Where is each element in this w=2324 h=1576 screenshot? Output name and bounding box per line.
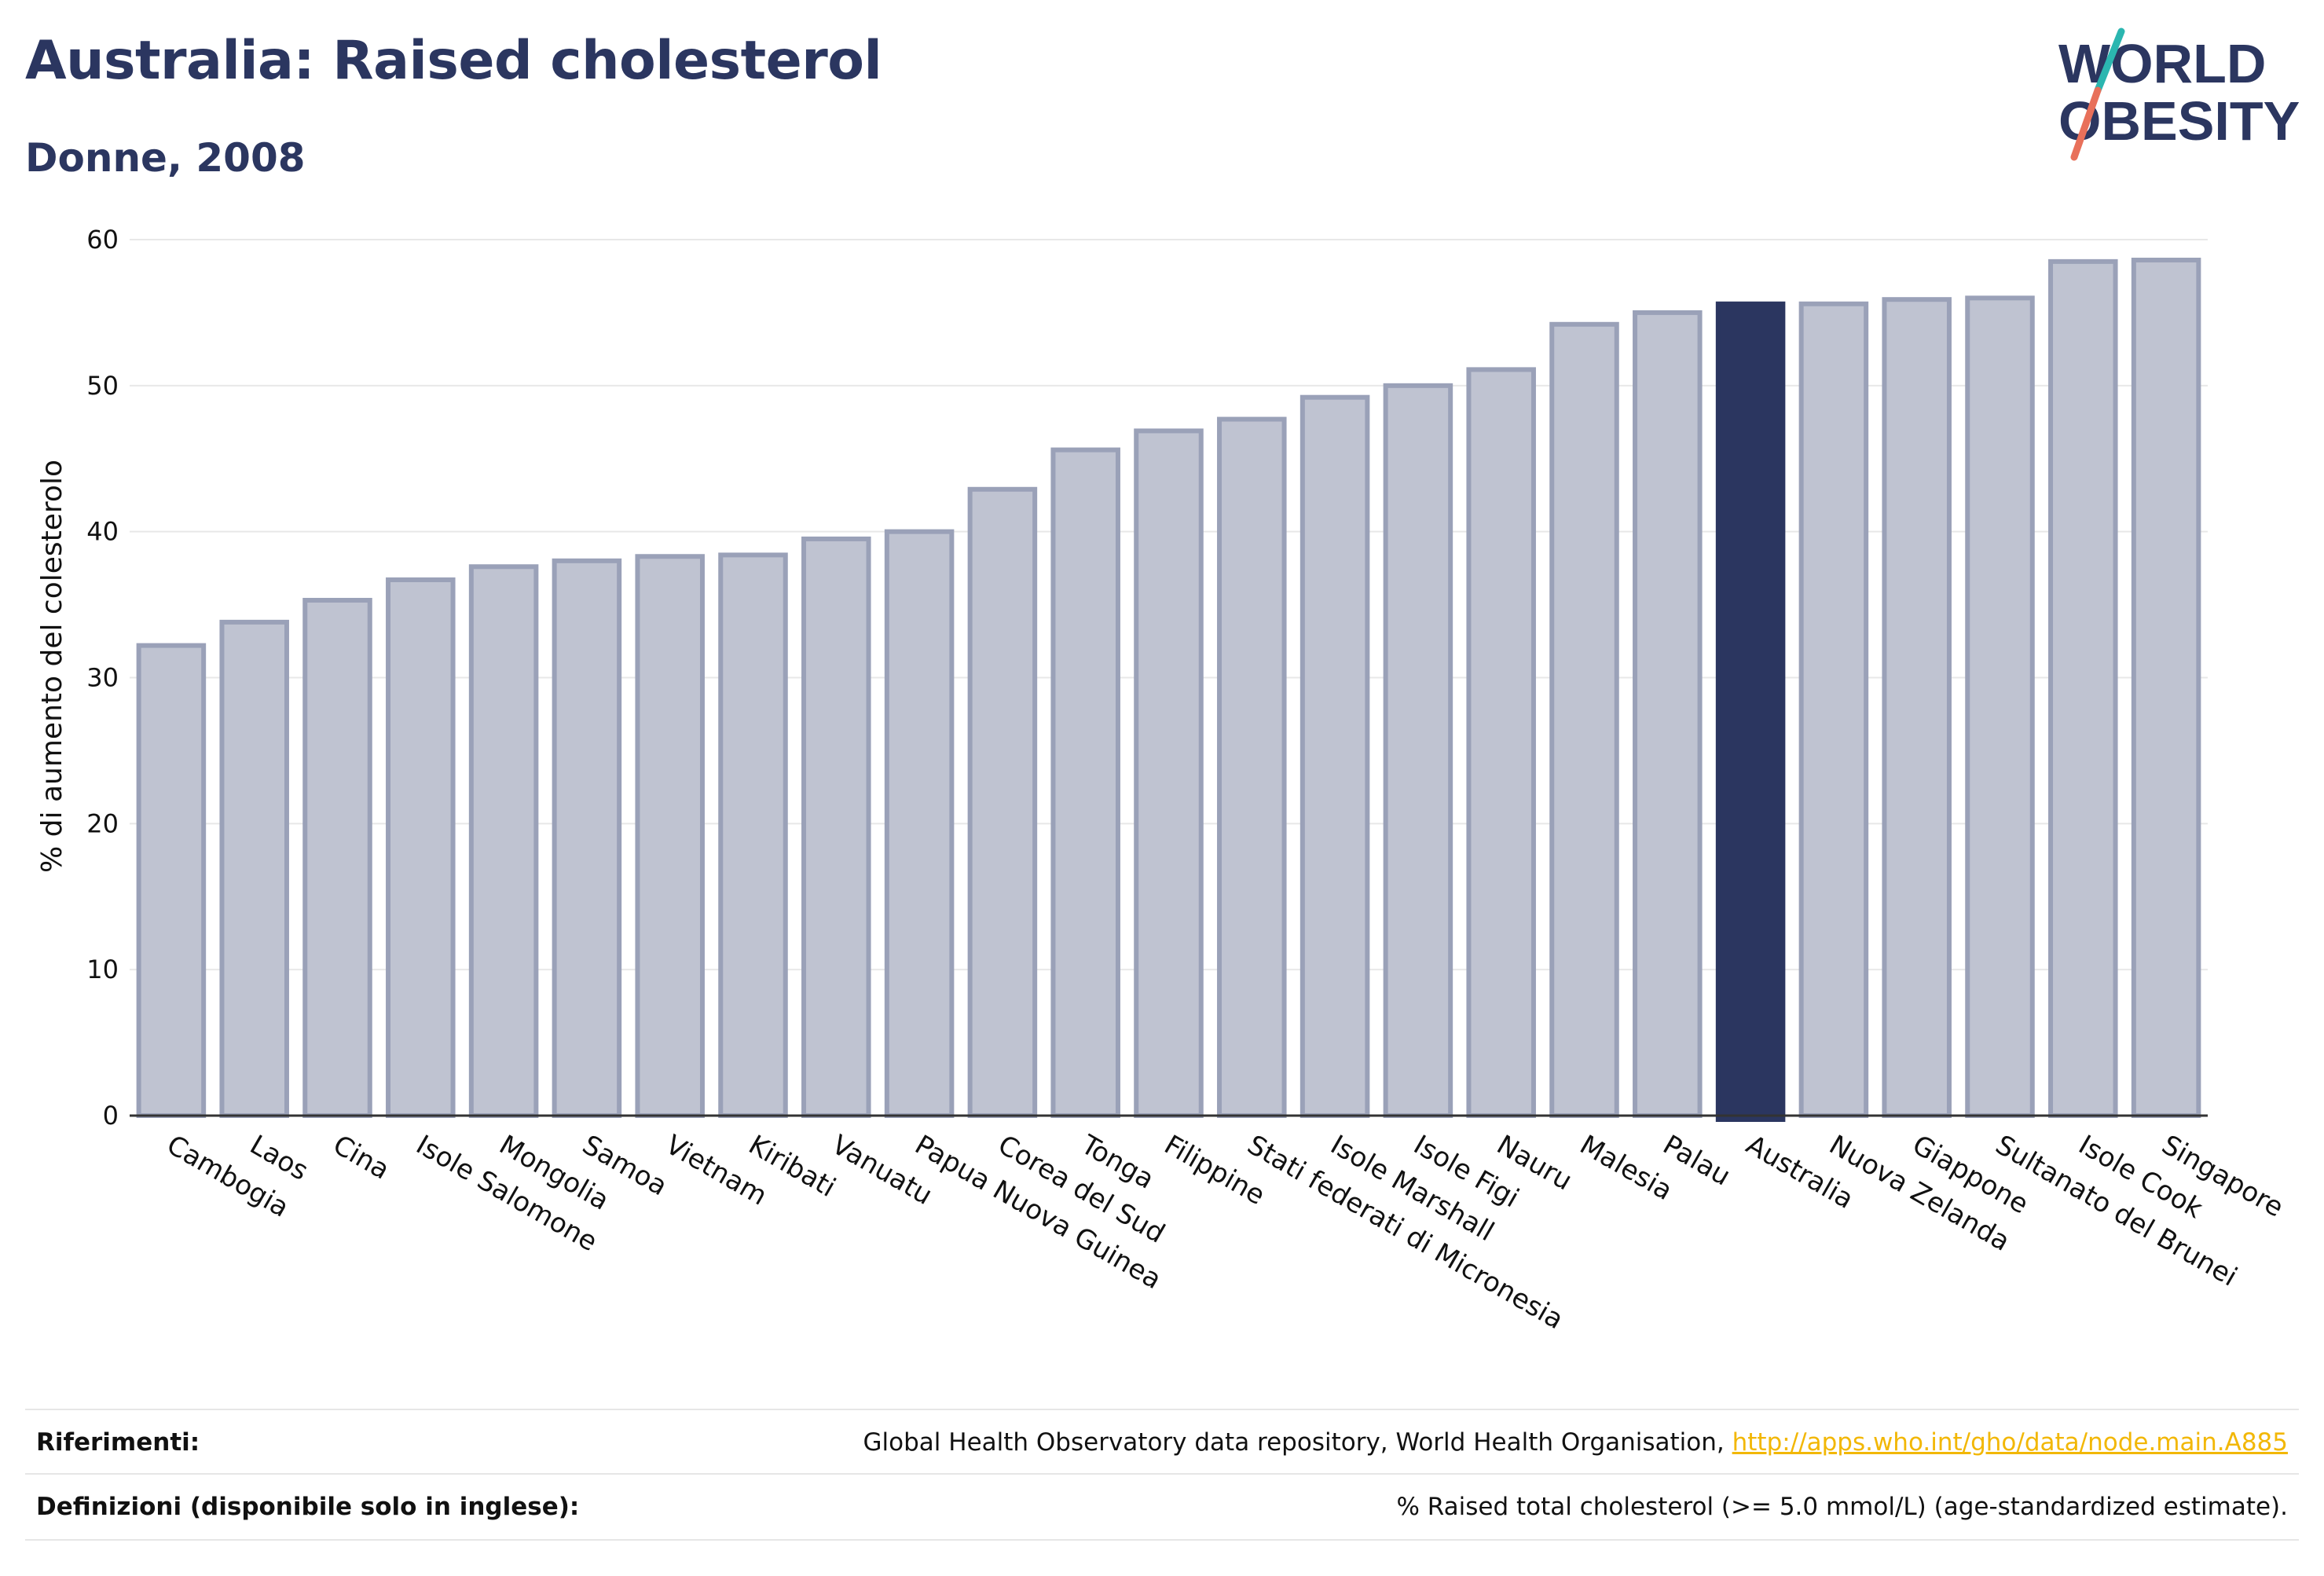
bar-laos — [219, 619, 289, 1118]
world-obesity-logo: WORLD OBESITY — [2058, 27, 2300, 161]
bar-kiribati — [718, 552, 788, 1118]
chart-subtitle: Donne, 2008 — [25, 135, 306, 181]
bar-palau — [1633, 310, 1703, 1118]
y-tick-label: 30 — [86, 663, 119, 693]
bar-vietnam — [635, 554, 705, 1118]
bar-nauru — [1466, 367, 1536, 1118]
bar-sultanato-del-brunei — [1965, 295, 2035, 1118]
references-link[interactable]: http://apps.who.int/gho/data/node.main.A… — [1732, 1428, 2288, 1457]
bar-nuova-zelanda — [1798, 301, 1869, 1118]
references-label: Riferimenti: — [36, 1428, 200, 1457]
bar-tonga — [1050, 447, 1120, 1118]
definitions-text: % Raised total cholesterol (>= 5.0 mmol/… — [1396, 1493, 2288, 1521]
bar-corea-del-sud — [967, 486, 1038, 1118]
y-tick-label: 20 — [86, 808, 119, 838]
bar-singapore — [2131, 258, 2201, 1118]
bar-isole-marshall — [1299, 394, 1370, 1118]
bar-australia — [1715, 301, 1786, 1122]
y-tick-label: 40 — [86, 517, 119, 547]
bar-filippine — [1134, 428, 1204, 1118]
y-tick-label: 50 — [86, 371, 119, 401]
y-axis-label: % di aumento del colesterolo — [36, 460, 68, 873]
logo-text-obesity: OBESITY — [2058, 90, 2300, 152]
y-tick-label: 0 — [103, 1101, 119, 1131]
y-tick-label: 10 — [86, 955, 119, 984]
y-axis-ticks: 0 10 20 30 40 50 60 — [86, 225, 119, 1131]
bar-giappone — [1882, 297, 1952, 1119]
x-tick-label: Cina — [328, 1129, 394, 1186]
definitions-row: Definizioni (disponibile solo in inglese… — [25, 1473, 2299, 1541]
bars — [136, 258, 2201, 1122]
bar-papua-nuova-guinea — [884, 529, 955, 1118]
bar-cina — [302, 598, 372, 1118]
references-text: Global Health Observatory data repositor… — [863, 1428, 1732, 1457]
logo-slash-coral — [2070, 86, 2102, 161]
bar-isole-salomone — [386, 577, 456, 1118]
y-tick-label: 60 — [86, 225, 119, 255]
bar-mongolia — [468, 564, 539, 1118]
bar-cambogia — [136, 643, 207, 1118]
bar-isole-cook — [2048, 258, 2118, 1118]
bar-malesia — [1549, 321, 1619, 1118]
x-tick-label: Malesia — [1574, 1129, 1677, 1207]
bar-isole-figi — [1383, 383, 1453, 1119]
references-row: Riferimenti: Global Health Observatory d… — [25, 1409, 2299, 1475]
chart-title: Australia: Raised cholesterol — [25, 30, 882, 92]
bar-stati-federati-di-micronesia — [1217, 416, 1287, 1118]
bar-samoa — [552, 558, 622, 1118]
definitions-label: Definizioni (disponibile solo in inglese… — [36, 1493, 580, 1521]
logo-text-world: WORLD — [2058, 33, 2266, 94]
logo-slash-teal — [2094, 27, 2125, 94]
bar-vanuatu — [801, 536, 871, 1118]
references-value: Global Health Observatory data repositor… — [863, 1428, 2299, 1457]
